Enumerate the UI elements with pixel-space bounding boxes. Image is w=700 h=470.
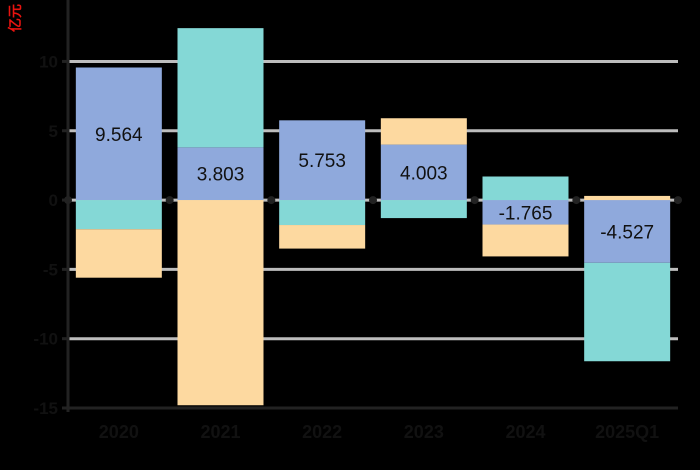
bar-segment (177, 28, 264, 148)
baseline-marker (165, 196, 174, 205)
bar-segment (380, 118, 467, 145)
bar-segment (75, 229, 162, 278)
bar-segment (279, 200, 366, 226)
data-label: 9.564 (95, 125, 143, 146)
y-tick-label: -5 (43, 260, 58, 279)
baseline-marker (572, 196, 581, 205)
baseline-marker (267, 196, 276, 205)
bar-segment (482, 224, 569, 257)
bars (75, 28, 671, 406)
y-tick-label: 5 (49, 122, 58, 141)
bar-segment (380, 200, 467, 219)
bar-segment (482, 176, 569, 201)
x-tick-label: 2024 (505, 422, 545, 442)
bar-segment (584, 262, 671, 362)
baseline-marker (674, 196, 682, 205)
bar-segment (177, 147, 264, 201)
y-tick-label: -10 (33, 330, 58, 349)
bar-segment (380, 144, 467, 201)
baseline-marker (64, 196, 72, 205)
labels: -15 -10 -5 0 5 10 9.564 2020 3.803 2021 5.753 2022 4… (33, 52, 659, 442)
data-label: -4.527 (600, 222, 654, 243)
y-tick-label: 0 (49, 191, 58, 210)
data-label: 4.003 (400, 163, 448, 184)
bar-segment (75, 200, 162, 230)
x-tick-label: 2025Q1 (595, 422, 659, 442)
axes (62, 0, 682, 412)
bar-segment (584, 195, 671, 201)
baseline-marker (369, 196, 377, 205)
bar-segment (482, 200, 569, 225)
y-tick-label: 10 (39, 52, 58, 71)
bar-segment (584, 200, 671, 263)
x-tick-label: 2023 (404, 422, 444, 442)
baseline-marker (470, 196, 479, 205)
y-tick-label: -15 (33, 399, 58, 418)
x-tick-label: 2021 (200, 422, 240, 442)
y-unit-label: 亿元 (7, 4, 23, 32)
x-tick-label: 2020 (99, 422, 139, 442)
bar-segment (75, 67, 162, 201)
data-label: 5.753 (298, 151, 346, 172)
bar-segment (279, 225, 366, 249)
x-tick-label: 2022 (302, 422, 342, 442)
data-label: 3.803 (197, 165, 245, 186)
bar-segment (177, 200, 264, 406)
bar-segment (279, 120, 366, 201)
data-label: -1.765 (499, 203, 553, 224)
